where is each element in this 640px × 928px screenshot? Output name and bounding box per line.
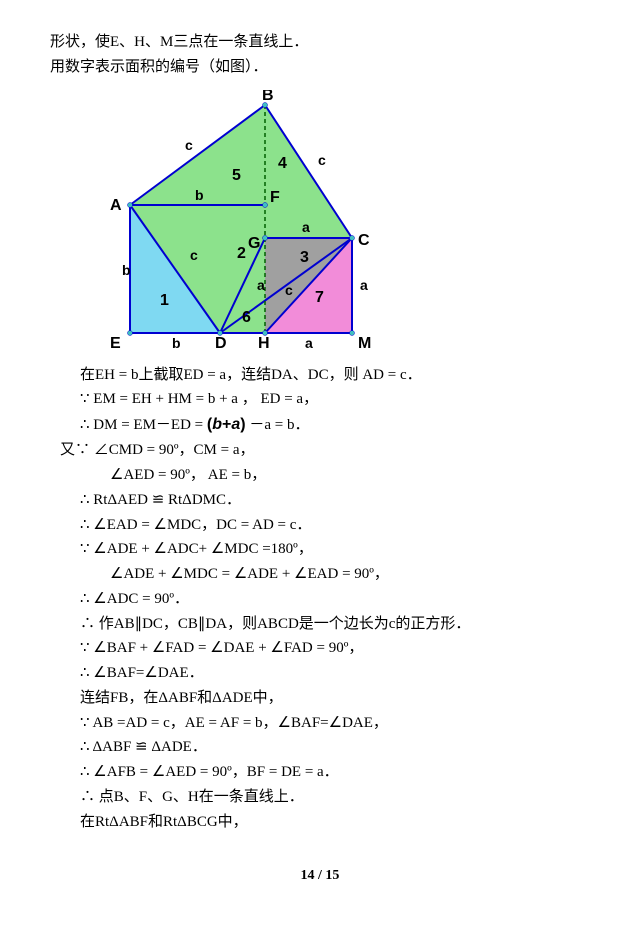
svg-text:H: H <box>258 335 270 352</box>
proof-line: ∴ ∠AFB = ∠AED = 90º，BF = DE = a． <box>80 760 590 785</box>
proof-line: ∴ ∠EAD = ∠MDC，DC = AD = c． <box>80 513 590 538</box>
proof-line: ∴ 点B、F、G、H在一条直线上． <box>80 785 590 810</box>
geometry-figure: A B C D E F G H Mc c b b b a a a c a c 1 2 3 4 5 6 7 <box>90 90 590 355</box>
svg-text:D: D <box>215 335 227 352</box>
svg-text:A: A <box>110 197 122 214</box>
svg-text:a: a <box>257 277 265 293</box>
svg-text:1: 1 <box>160 292 169 309</box>
svg-text:B: B <box>262 90 274 104</box>
svg-text:a: a <box>302 219 310 235</box>
proof-text: 在EH = b上截取ED = a，连结DA、DC，则 AD = c．∵ EM =… <box>50 363 590 835</box>
proof-line: ∴ ΔABF ≌ ΔADE． <box>80 735 590 760</box>
page-number: 14 / 15 <box>50 864 590 887</box>
proof-line: ∠AED = 90º， AE = b， <box>110 463 590 488</box>
proof-line: 又∵ ∠CMD = 90º，CM = a， <box>60 438 590 463</box>
svg-text:a: a <box>305 335 313 351</box>
proof-line: ∠ADE + ∠MDC = ∠ADE + ∠EAD = 90º， <box>110 562 590 587</box>
proof-line: ∴ DM = EM－ED = (b+a) －a = b． <box>80 412 590 438</box>
svg-text:b: b <box>195 187 204 203</box>
proof-line: ∵ AB =AD = c，AE = AF = b，∠BAF=∠DAE， <box>80 711 590 736</box>
svg-text:b: b <box>122 262 131 278</box>
svg-text:b: b <box>172 335 181 351</box>
svg-text:c: c <box>190 247 198 263</box>
svg-text:c: c <box>285 282 293 298</box>
svg-text:G: G <box>248 235 260 252</box>
proof-line: ∴ ∠ADC = 90º． <box>80 587 590 612</box>
proof-line: ∴ 作AB∥DC，CB∥DA，则ABCD是一个边长为c的正方形． <box>80 612 590 637</box>
proof-line: 连结FB，在ΔABF和ΔADE中， <box>80 686 590 711</box>
proof-line: ∵ EM = EH + HM = b + a ， ED = a， <box>80 387 590 412</box>
proof-line: 在RtΔABF和RtΔBCG中， <box>80 810 590 835</box>
intro-line-2: 用数字表示面积的编号（如图）． <box>50 55 590 80</box>
svg-text:E: E <box>110 335 121 352</box>
svg-text:3: 3 <box>300 249 309 266</box>
svg-text:2: 2 <box>237 245 246 262</box>
svg-text:5: 5 <box>232 167 241 184</box>
svg-text:M: M <box>358 335 371 352</box>
intro-line-1: 形状，使E、H、M三点在一条直线上． <box>50 30 590 55</box>
svg-text:6: 6 <box>242 309 251 326</box>
proof-line: ∵ ∠ADE + ∠ADC+ ∠MDC =180º， <box>80 537 590 562</box>
svg-text:7: 7 <box>315 289 324 306</box>
svg-text:c: c <box>185 137 193 153</box>
proof-line: ∵ ∠BAF + ∠FAD = ∠DAE + ∠FAD = 90º， <box>80 636 590 661</box>
svg-text:C: C <box>358 232 370 249</box>
svg-text:a: a <box>360 277 368 293</box>
proof-line: ∴ RtΔAED ≌ RtΔDMC． <box>80 488 590 513</box>
svg-text:F: F <box>270 189 280 206</box>
svg-text:4: 4 <box>278 155 287 172</box>
svg-text:c: c <box>318 152 326 168</box>
proof-line: 在EH = b上截取ED = a，连结DA、DC，则 AD = c． <box>80 363 590 388</box>
proof-line: ∴ ∠BAF=∠DAE． <box>80 661 590 686</box>
